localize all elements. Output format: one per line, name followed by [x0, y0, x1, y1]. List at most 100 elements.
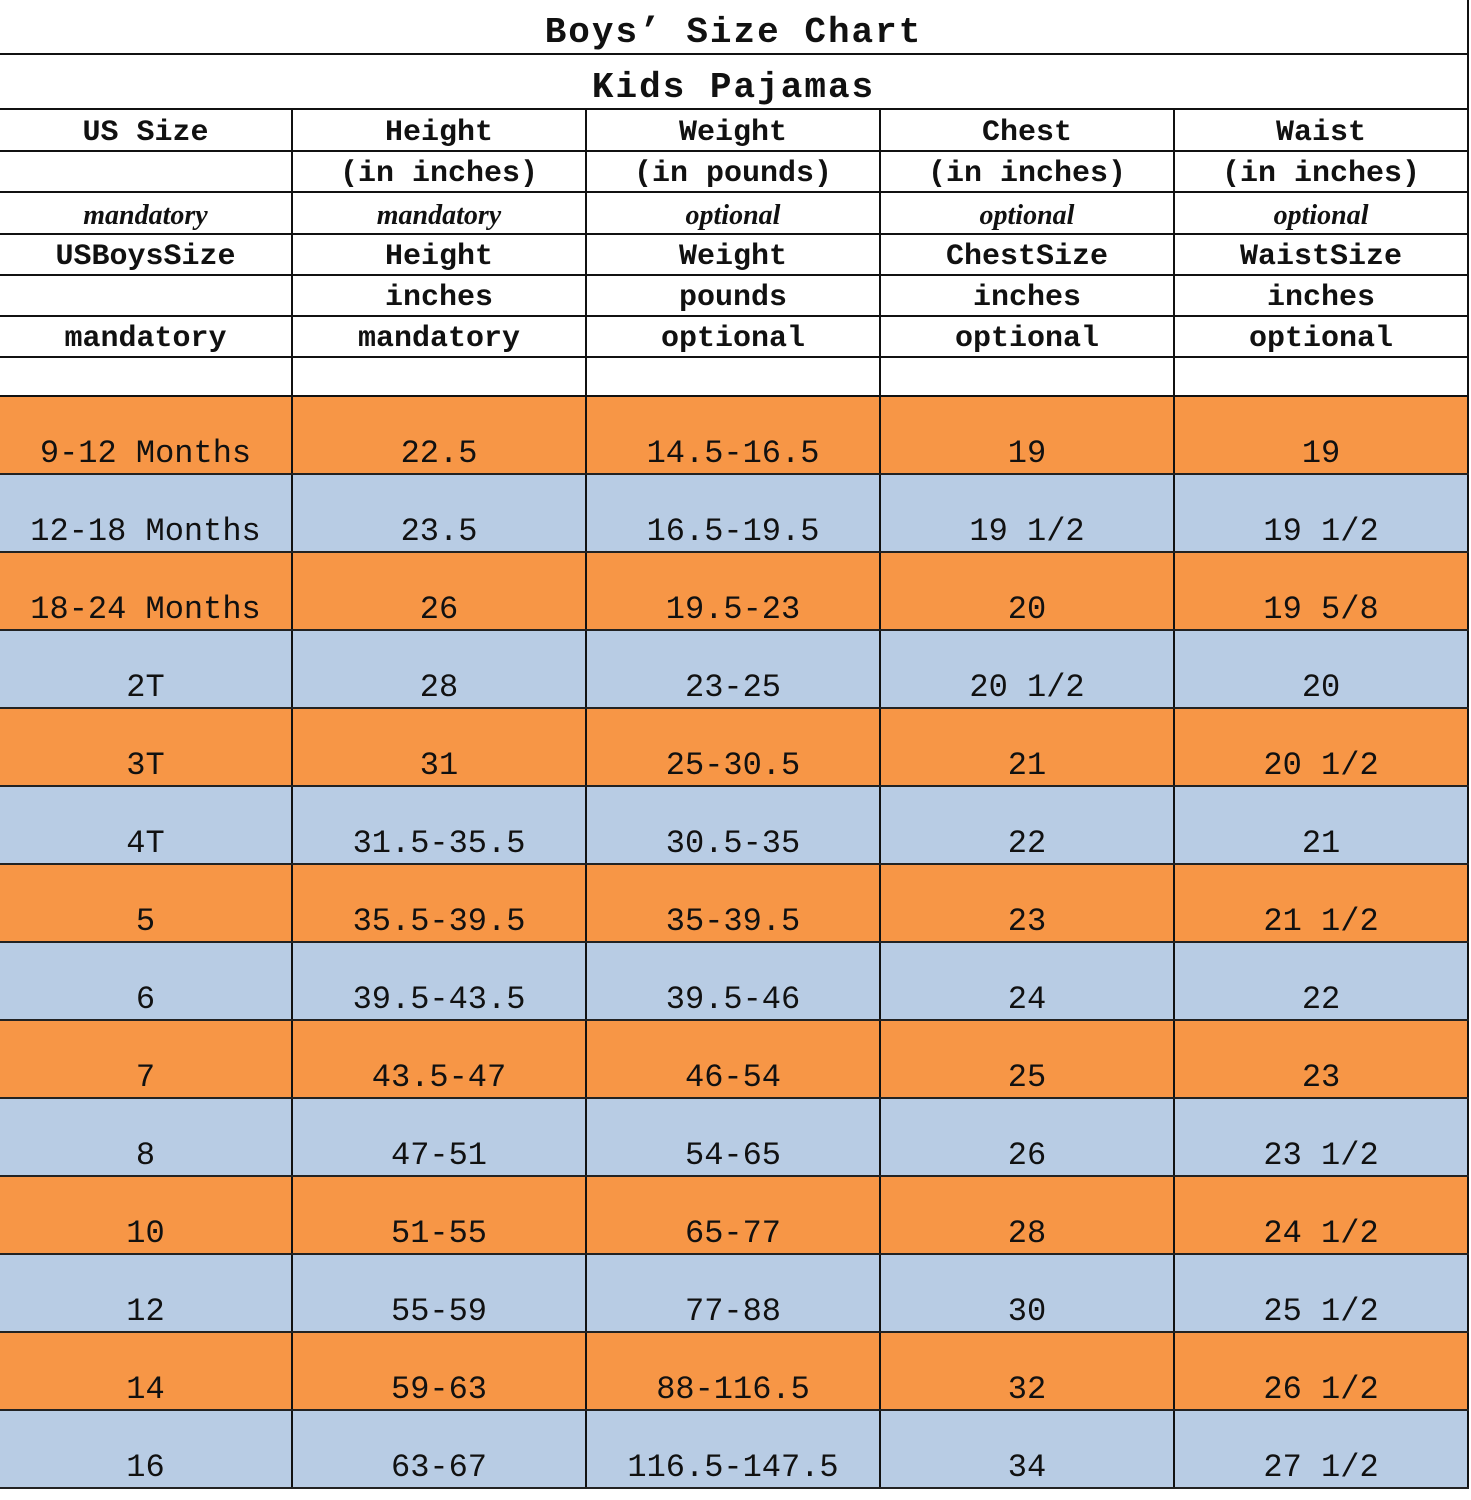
header-cell-height — [291, 356, 587, 397]
table-row: 10 51-55 65-77 28 24 1/2 — [0, 1175, 1470, 1255]
header-row: (in inches) (in pounds) (in inches) (in inc… — [0, 150, 1470, 193]
cell-waist: 27 1/2 — [1172, 1409, 1470, 1489]
cell-size: 3T — [0, 707, 293, 787]
cell-chest: 30 — [879, 1253, 1175, 1333]
cell-height: 23.5 — [291, 473, 587, 553]
cell-weight: 14.5-16.5 — [585, 395, 881, 475]
header-row: US Size Height Weight Chest Waist — [0, 108, 1470, 152]
header-cell-chest: optional — [879, 191, 1175, 235]
cell-waist: 26 1/2 — [1172, 1331, 1470, 1411]
header-cell-weight: Weight — [585, 108, 881, 152]
cell-chest: 20 1/2 — [879, 629, 1175, 709]
cell-chest: 24 — [879, 941, 1175, 1021]
header-cell-size: mandatory — [0, 191, 293, 235]
header-cell-height: (in inches) — [291, 150, 587, 193]
cell-height: 47-51 — [291, 1097, 587, 1177]
cell-size: 4T — [0, 785, 293, 865]
cell-size: 5 — [0, 863, 293, 943]
header-cell-height: inches — [291, 274, 587, 317]
header-cell-chest: Chest — [879, 108, 1175, 152]
cell-chest: 28 — [879, 1175, 1175, 1255]
header-cell-weight: Weight — [585, 233, 881, 276]
cell-height: 63-67 — [291, 1409, 587, 1489]
cell-size: 16 — [0, 1409, 293, 1489]
cell-waist: 23 — [1172, 1019, 1470, 1099]
cell-height: 55-59 — [291, 1253, 587, 1333]
header-cell-waist: (in inches) — [1172, 150, 1470, 193]
cell-weight: 39.5-46 — [585, 941, 881, 1021]
header-cell-waist: optional — [1172, 315, 1470, 358]
cell-waist: 19 5/8 — [1172, 551, 1470, 631]
cell-chest: 19 — [879, 395, 1175, 475]
cell-height: 43.5-47 — [291, 1019, 587, 1099]
header-cell-size: US Size — [0, 108, 293, 152]
cell-weight: 16.5-19.5 — [585, 473, 881, 553]
table-row: 18-24 Months 26 19.5-23 20 19 5/8 — [0, 551, 1470, 631]
header-cell-chest — [879, 356, 1175, 397]
cell-size: 6 — [0, 941, 293, 1021]
header-cell-weight: (in pounds) — [585, 150, 881, 193]
header-cell-size — [0, 150, 293, 193]
cell-waist: 24 1/2 — [1172, 1175, 1470, 1255]
cell-weight: 19.5-23 — [585, 551, 881, 631]
cell-weight: 35-39.5 — [585, 863, 881, 943]
cell-chest: 23 — [879, 863, 1175, 943]
header-cell-weight — [585, 356, 881, 397]
table-row: 12-18 Months 23.5 16.5-19.5 19 1/2 19 1/2 — [0, 473, 1470, 553]
cell-size: 10 — [0, 1175, 293, 1255]
cell-waist: 21 1/2 — [1172, 863, 1470, 943]
cell-height: 59-63 — [291, 1331, 587, 1411]
cell-waist: 22 — [1172, 941, 1470, 1021]
cell-height: 22.5 — [291, 395, 587, 475]
table-row: 12 55-59 77-88 30 25 1/2 — [0, 1253, 1470, 1333]
table-row: 5 35.5-39.5 35-39.5 23 21 1/2 — [0, 863, 1470, 943]
title-row: Boys’ Size Chart — [0, 0, 1470, 55]
chart-subtitle: Kids Pajamas — [0, 53, 1470, 110]
header-cell-waist: Waist — [1172, 108, 1470, 152]
cell-chest: 22 — [879, 785, 1175, 865]
header-cell-waist: WaistSize — [1172, 233, 1470, 276]
cell-weight: 46-54 — [585, 1019, 881, 1099]
cell-weight: 23-25 — [585, 629, 881, 709]
header-cell-size — [0, 274, 293, 317]
table-row: 14 59-63 88-116.5 32 26 1/2 — [0, 1331, 1470, 1411]
header-row: mandatory mandatory optional optional option… — [0, 315, 1470, 358]
cell-chest: 21 — [879, 707, 1175, 787]
cell-waist: 21 — [1172, 785, 1470, 865]
cell-weight: 30.5-35 — [585, 785, 881, 865]
cell-size: 12-18 Months — [0, 473, 293, 553]
cell-waist: 19 1/2 — [1172, 473, 1470, 553]
cell-waist: 19 — [1172, 395, 1470, 475]
table-row: 8 47-51 54-65 26 23 1/2 — [0, 1097, 1470, 1177]
cell-size: 12 — [0, 1253, 293, 1333]
cell-height: 31.5-35.5 — [291, 785, 587, 865]
header-cell-chest: optional — [879, 315, 1175, 358]
table-row: 3T 31 25-30.5 21 20 1/2 — [0, 707, 1470, 787]
cell-chest: 19 1/2 — [879, 473, 1175, 553]
table-row: 6 39.5-43.5 39.5-46 24 22 — [0, 941, 1470, 1021]
header-row — [0, 356, 1470, 397]
cell-waist: 25 1/2 — [1172, 1253, 1470, 1333]
cell-weight: 116.5-147.5 — [585, 1409, 881, 1489]
cell-waist: 20 1/2 — [1172, 707, 1470, 787]
table-row: 4T 31.5-35.5 30.5-35 22 21 — [0, 785, 1470, 865]
table-row: 9-12 Months 22.5 14.5-16.5 19 19 — [0, 395, 1470, 475]
table-row: 2T 28 23-25 20 1/2 20 — [0, 629, 1470, 709]
cell-weight: 54-65 — [585, 1097, 881, 1177]
cell-chest: 25 — [879, 1019, 1175, 1099]
header-row: inches pounds inches inches — [0, 274, 1470, 317]
cell-size: 18-24 Months — [0, 551, 293, 631]
header-row: mandatory mandatory optional optional option… — [0, 191, 1470, 235]
header-cell-waist: optional — [1172, 191, 1470, 235]
header-row: USBoysSize Height Weight ChestSize WaistSize — [0, 233, 1470, 276]
header-cell-chest: inches — [879, 274, 1175, 317]
cell-waist: 20 — [1172, 629, 1470, 709]
header-cell-height: Height — [291, 108, 587, 152]
cell-size: 9-12 Months — [0, 395, 293, 475]
header-cell-weight: optional — [585, 191, 881, 235]
cell-size: 7 — [0, 1019, 293, 1099]
table-row: 7 43.5-47 46-54 25 23 — [0, 1019, 1470, 1099]
header-cell-height: Height — [291, 233, 587, 276]
header-cell-waist: inches — [1172, 274, 1470, 317]
